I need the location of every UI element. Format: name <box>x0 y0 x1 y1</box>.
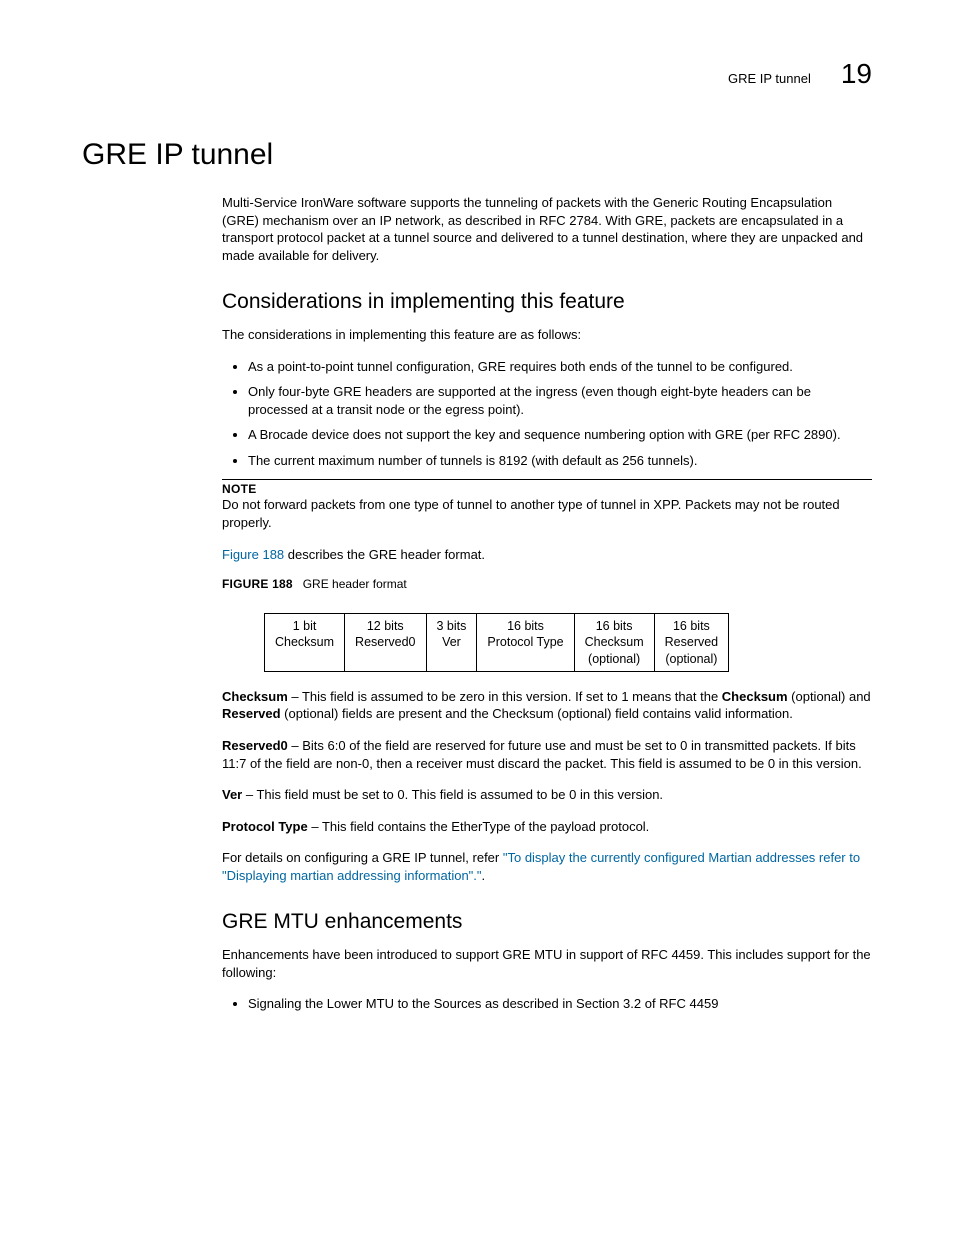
running-title: GRE IP tunnel <box>728 71 811 86</box>
list-item: As a point-to-point tunnel configuration… <box>248 358 872 376</box>
table-cell: 16 bitsReserved(optional) <box>654 614 729 672</box>
content-body: Multi-Service IronWare software supports… <box>222 194 872 1013</box>
reserved0-field-desc: Reserved0 – Bits 6:0 of the field are re… <box>222 737 872 772</box>
checksum-field-desc: Checksum – This field is assumed to be z… <box>222 688 872 723</box>
note-label: NOTE <box>222 482 872 496</box>
note-text: Do not forward packets from one type of … <box>222 496 872 531</box>
table-cell: 16 bitsProtocol Type <box>477 614 574 672</box>
considerations-heading: Considerations in implementing this feat… <box>222 290 872 314</box>
figure-ref-text: describes the GRE header format. <box>284 547 485 562</box>
page-title: GRE IP tunnel <box>82 138 872 172</box>
list-item: Signaling the Lower MTU to the Sources a… <box>248 995 872 1013</box>
table-cell: 12 bitsReserved0 <box>345 614 426 672</box>
mtu-heading: GRE MTU enhancements <box>222 910 872 934</box>
list-item: A Brocade device does not support the ke… <box>248 426 872 444</box>
considerations-list: As a point-to-point tunnel configuration… <box>222 358 872 470</box>
figure-label: FIGURE 188 <box>222 577 293 591</box>
table-cell: 3 bitsVer <box>426 614 477 672</box>
mtu-list: Signaling the Lower MTU to the Sources a… <box>222 995 872 1013</box>
details-reference: For details on configuring a GRE IP tunn… <box>222 849 872 884</box>
table-cell: 1 bitChecksum <box>265 614 345 672</box>
figure-title: GRE header format <box>303 577 407 591</box>
figure-reference: Figure 188 describes the GRE header form… <box>222 546 872 564</box>
protocol-type-field-desc: Protocol Type – This field contains the … <box>222 818 872 836</box>
table-cell: 16 bitsChecksum(optional) <box>574 614 654 672</box>
chapter-number: 19 <box>841 58 872 90</box>
mtu-lead: Enhancements have been introduced to sup… <box>222 946 872 981</box>
page: GRE IP tunnel 19 GRE IP tunnel Multi-Ser… <box>0 0 954 1083</box>
table-row: 1 bitChecksum 12 bitsReserved0 3 bitsVer… <box>265 614 729 672</box>
list-item: The current maximum number of tunnels is… <box>248 452 872 470</box>
running-header: GRE IP tunnel 19 <box>82 58 872 90</box>
intro-paragraph: Multi-Service IronWare software supports… <box>222 194 872 264</box>
figure-caption: FIGURE 188 GRE header format <box>222 577 872 591</box>
list-item: Only four-byte GRE headers are supported… <box>248 383 872 418</box>
note-rule <box>222 479 872 480</box>
ver-field-desc: Ver – This field must be set to 0. This … <box>222 786 872 804</box>
considerations-lead: The considerations in implementing this … <box>222 326 872 344</box>
note-block: NOTE Do not forward packets from one typ… <box>222 479 872 531</box>
gre-header-table: 1 bitChecksum 12 bitsReserved0 3 bitsVer… <box>264 613 729 672</box>
figure-link[interactable]: Figure 188 <box>222 547 284 562</box>
